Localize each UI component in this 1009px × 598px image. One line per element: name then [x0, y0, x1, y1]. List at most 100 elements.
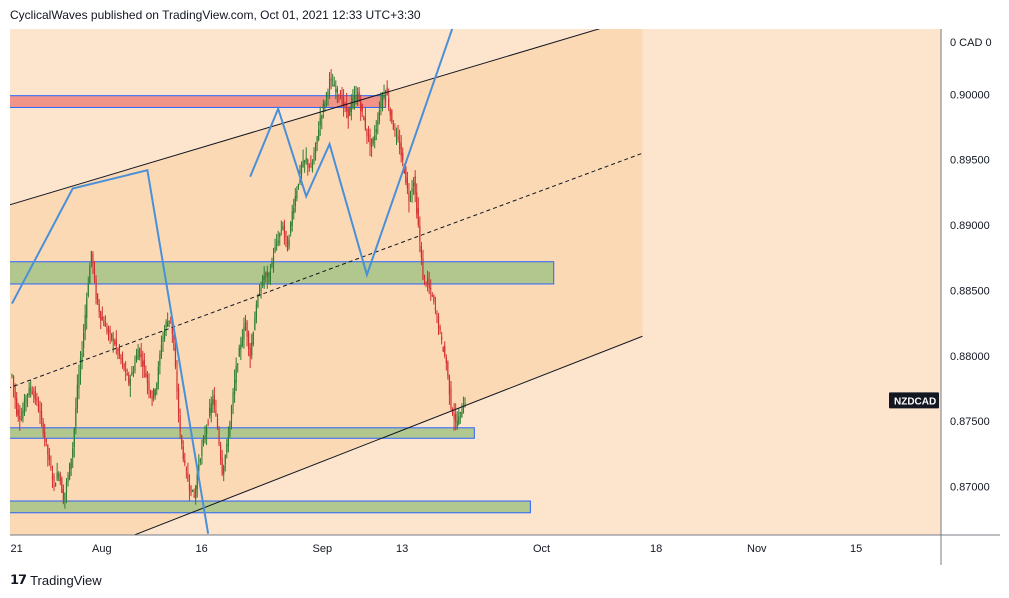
candle-body [240, 344, 242, 350]
candle-body [271, 261, 273, 267]
candle-body [103, 320, 105, 326]
candle-body [176, 370, 178, 392]
candle-body [347, 108, 349, 118]
candle-body [67, 475, 69, 483]
candle-body [327, 91, 329, 96]
candle-body [346, 104, 348, 112]
brand-footer[interactable]: 𝟭𝟳 TradingView [10, 572, 102, 588]
candle-body [459, 411, 461, 415]
candle-body [269, 270, 272, 282]
candle-body [111, 333, 113, 340]
zone-0 [10, 95, 387, 108]
candle-body [73, 428, 75, 447]
candle-body [414, 175, 416, 194]
candle-body [135, 354, 138, 362]
candle-body [146, 374, 149, 384]
candle-body [12, 376, 15, 388]
zone-1 [10, 261, 555, 285]
y-tick-label: 0.87500 [950, 416, 990, 428]
candle-body [433, 295, 435, 302]
candle-body [209, 407, 211, 416]
candle-body [286, 237, 289, 252]
candle-body [400, 143, 402, 156]
candle-body [104, 325, 106, 327]
candle-body [170, 317, 172, 319]
trendlines-layer [10, 29, 643, 535]
candle-body [148, 381, 150, 391]
candle-body [442, 346, 444, 352]
candle-body [128, 374, 130, 384]
candle-body [229, 421, 231, 437]
candle-body [37, 405, 40, 412]
candle-body [125, 369, 127, 371]
candle-body [405, 167, 407, 183]
candle-body [137, 349, 139, 360]
candle-body [377, 121, 379, 126]
candle-body [114, 342, 116, 344]
candle-body [374, 135, 376, 140]
candle-body [56, 472, 58, 480]
candle-body [153, 389, 155, 398]
candle-body [232, 392, 234, 407]
candle-body [89, 266, 91, 284]
candle-body [436, 313, 438, 315]
candle-body [243, 327, 245, 340]
candle-body [70, 458, 72, 469]
candle-body [64, 492, 66, 500]
candle-body [423, 275, 426, 278]
price-chart[interactable]: 0 CAD 0 0.90000 0.89500 0.89000 0.88500 0.88… [0, 0, 1009, 568]
channel-lower-line [132, 335, 643, 535]
candle-body [360, 101, 362, 112]
candle-body [11, 375, 13, 377]
candle-body [61, 478, 63, 493]
candle-body [399, 141, 401, 149]
candle-body [416, 192, 418, 214]
candle-body [72, 448, 74, 458]
channel-upper-line [10, 29, 601, 206]
candle-body [462, 407, 465, 414]
candles-layer [11, 69, 466, 509]
candle-body [227, 437, 229, 447]
candle-body [40, 411, 43, 420]
candle-body [134, 362, 136, 371]
candle-body [205, 428, 208, 435]
candle-body [190, 485, 192, 494]
publish-caption: CyclicalWaves published on TradingView.c… [10, 8, 421, 22]
candle-body [363, 116, 365, 120]
candle-body [210, 403, 212, 413]
candle-body [411, 188, 413, 192]
candle-body [369, 134, 371, 146]
price-label-text: NZDCAD [894, 396, 936, 407]
candle-body [47, 445, 49, 455]
candle-body [409, 196, 412, 198]
candle-body [45, 438, 47, 443]
candle-body [33, 395, 35, 397]
candle-body [417, 207, 419, 225]
candle-body [448, 375, 451, 395]
candle-body [59, 474, 61, 482]
candle-body [140, 354, 142, 357]
candle-body [19, 415, 21, 420]
candle-body [342, 97, 345, 106]
candle-body [75, 408, 77, 427]
candle-body [381, 96, 384, 102]
candle-body [425, 282, 427, 284]
candle-body [53, 475, 55, 482]
x-tick-label: 16 [196, 543, 208, 555]
candle-body [101, 317, 103, 320]
candle-body [249, 348, 251, 358]
candle-body [272, 255, 275, 265]
candle-body [98, 303, 100, 313]
candle-body [36, 398, 38, 401]
candle-body [338, 95, 340, 97]
candle-body [97, 294, 99, 304]
zone-2 [10, 427, 475, 439]
candle-body [184, 460, 186, 464]
candle-body [234, 380, 236, 395]
candle-body [92, 253, 94, 266]
candle-body [397, 136, 399, 140]
candle-body [350, 103, 352, 113]
candle-body [367, 135, 370, 137]
candle-body [391, 110, 393, 123]
candle-body [230, 406, 233, 421]
